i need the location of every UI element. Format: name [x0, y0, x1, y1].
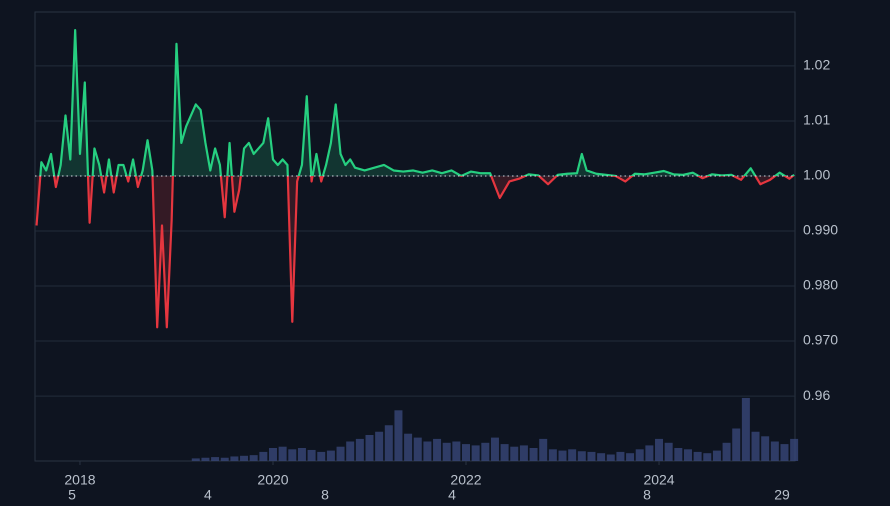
- volume-bar: [655, 438, 664, 461]
- volume-bar: [712, 450, 721, 461]
- volume-bar: [365, 435, 374, 461]
- volume-bar: [693, 451, 702, 461]
- volume-bar: [346, 441, 355, 461]
- volume-bar: [490, 437, 499, 461]
- volume-bar: [433, 438, 442, 461]
- volume-bar: [674, 448, 683, 461]
- x-tick-label: 2024: [643, 472, 674, 488]
- y-tick-label: 0.980: [803, 277, 838, 293]
- x-minor-tick-label: 4: [448, 487, 456, 501]
- x-minor-tick-label: 8: [321, 487, 329, 501]
- volume-bar: [471, 445, 480, 461]
- volume-bar: [326, 450, 335, 461]
- volume-bar: [558, 450, 567, 461]
- x-minor-tick-label: 5: [68, 487, 76, 501]
- y-tick-label: 0.96: [803, 387, 830, 403]
- x-tick-label: 2020: [257, 472, 288, 488]
- volume-bar: [548, 449, 557, 461]
- volume-bar: [240, 455, 249, 461]
- x-tick-label: 2022: [450, 472, 481, 488]
- volume-bar: [413, 437, 422, 461]
- volume-bar: [462, 444, 471, 461]
- volume-bar: [355, 438, 364, 461]
- volume-bar: [529, 448, 538, 461]
- volume-bar: [761, 436, 770, 461]
- volume-bar: [703, 453, 712, 461]
- volume-bar: [297, 448, 306, 461]
- y-tick-label: 1.01: [803, 112, 830, 128]
- x-tick-label: 2018: [64, 472, 95, 488]
- volume-bar: [452, 441, 461, 461]
- volume-bar: [384, 425, 393, 461]
- volume-bar: [336, 446, 345, 461]
- x-minor-tick-label: 4: [204, 487, 212, 501]
- volume-bar: [732, 428, 741, 461]
- x-minor-tick-label: 29: [774, 487, 790, 501]
- y-tick-label: 1.02: [803, 57, 830, 73]
- volume-bar: [442, 442, 451, 461]
- x-minor-tick-label: 8: [643, 487, 651, 501]
- volume-bar: [220, 457, 229, 461]
- y-tick-label: 0.990: [803, 222, 838, 238]
- price-up-group: [36, 29, 795, 176]
- volume-bar: [741, 397, 750, 461]
- price-down-group: [35, 175, 795, 329]
- volume-bar: [307, 449, 316, 461]
- volume-bar: [683, 449, 692, 461]
- volume-bar: [317, 451, 326, 461]
- y-tick-label: 0.970: [803, 332, 838, 348]
- volume-bar: [597, 453, 606, 461]
- volume-bar: [722, 442, 731, 461]
- volume-bar: [626, 453, 635, 461]
- volume-bar: [770, 441, 779, 461]
- volume-bar: [423, 441, 432, 461]
- volume-bar: [500, 444, 509, 461]
- volume-bar: [519, 445, 528, 461]
- volume-bar: [606, 454, 615, 461]
- volume-bar: [539, 438, 548, 461]
- volume-bar: [230, 456, 239, 461]
- volume-bar: [635, 449, 644, 461]
- volume-bar: [278, 446, 287, 461]
- y-tick-label: 1.00: [803, 167, 830, 183]
- volume-bar: [404, 433, 413, 461]
- volume-bar: [375, 431, 384, 461]
- volume-bar: [751, 431, 760, 461]
- volume-bar: [191, 458, 200, 461]
- volume-bar: [587, 451, 596, 461]
- volume-bar: [664, 442, 673, 461]
- volume-bar: [790, 438, 799, 461]
- volume-bar: [288, 449, 297, 461]
- price-down-line: [35, 175, 795, 329]
- volume-bar: [481, 442, 490, 461]
- volume-bar: [568, 449, 577, 461]
- volume-bar: [616, 451, 625, 461]
- volume-bar: [780, 444, 789, 461]
- volume-bar: [577, 451, 586, 461]
- volume-bar: [394, 410, 403, 461]
- price-up-line: [39, 29, 795, 176]
- volume-bar: [645, 445, 654, 461]
- volume-bar: [510, 446, 519, 461]
- volume-bar: [268, 448, 277, 461]
- volume-bar: [259, 451, 268, 461]
- volume-bar: [249, 455, 258, 461]
- volume-bar: [201, 457, 210, 461]
- volume-bar: [211, 457, 220, 461]
